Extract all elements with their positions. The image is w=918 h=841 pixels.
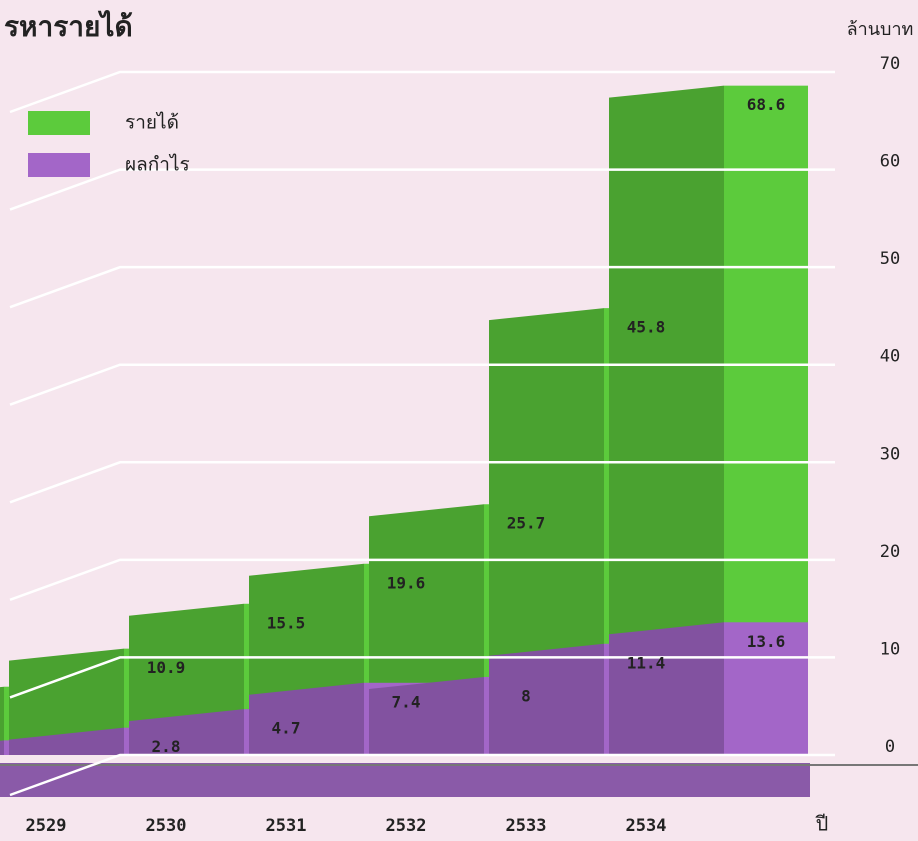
grid-line <box>9 70 835 114</box>
y-tick-label: 40 <box>880 347 900 367</box>
y-tick-label: 50 <box>880 249 900 269</box>
value-label: 11.4 <box>627 653 666 672</box>
bar <box>724 622 808 755</box>
value-label: 68.6 <box>747 95 786 114</box>
bar-depth <box>129 709 244 755</box>
bar-depth <box>489 643 604 755</box>
x-tick-label: 2533 <box>506 816 547 836</box>
bar-depth <box>9 727 124 755</box>
chart-title: รหารายได้ <box>4 10 133 43</box>
bar-depth <box>489 308 604 755</box>
bar-depth <box>249 682 364 755</box>
x-tick-label: 2531 <box>266 816 307 836</box>
grid-line <box>9 461 835 504</box>
value-label: 2.8 <box>152 737 181 756</box>
value-label: 15.5 <box>267 613 306 632</box>
y-tick-label: 60 <box>880 152 900 172</box>
x-tick-label: 2529 <box>26 816 67 836</box>
value-label: 8 <box>521 686 531 705</box>
y-tick-label: 20 <box>880 542 900 562</box>
legend-label: รายได้ <box>125 112 179 134</box>
value-label: 25.7 <box>507 514 546 533</box>
value-label: 10.9 <box>147 658 186 677</box>
grid-line <box>9 265 835 309</box>
x-axis-label: ปี <box>815 812 828 836</box>
grid-line <box>9 558 835 602</box>
legend-swatch <box>28 153 90 177</box>
bar-depth <box>9 648 124 755</box>
bar-depth <box>0 686 4 755</box>
y-tick-label: 30 <box>880 444 900 464</box>
grid-line <box>9 168 835 211</box>
bar-depth <box>609 622 724 755</box>
grid-line <box>9 656 835 699</box>
y-tick-label: 10 <box>880 639 900 659</box>
value-label: 7.4 <box>392 692 421 711</box>
value-label: 13.6 <box>747 632 786 651</box>
x-tick-label: 2534 <box>626 816 667 836</box>
x-tick-label: 2532 <box>386 816 427 836</box>
y-axis-label: ล้านบาท <box>847 19 914 40</box>
bar-depth <box>609 85 724 755</box>
bar-depth <box>0 740 4 755</box>
grid-line <box>9 753 835 797</box>
value-label: 4.7 <box>272 719 301 738</box>
legend-label: ผลกำไร <box>125 154 190 176</box>
grid-line <box>9 363 835 406</box>
floor <box>0 763 810 797</box>
value-label: 19.6 <box>387 573 426 592</box>
y-tick-label: 70 <box>880 54 900 74</box>
y-tick-label: 0 <box>885 737 895 757</box>
value-label: 45.8 <box>627 318 666 337</box>
bar-depth <box>369 676 484 755</box>
x-tick-label: 2530 <box>146 816 187 836</box>
legend-swatch <box>28 111 90 135</box>
